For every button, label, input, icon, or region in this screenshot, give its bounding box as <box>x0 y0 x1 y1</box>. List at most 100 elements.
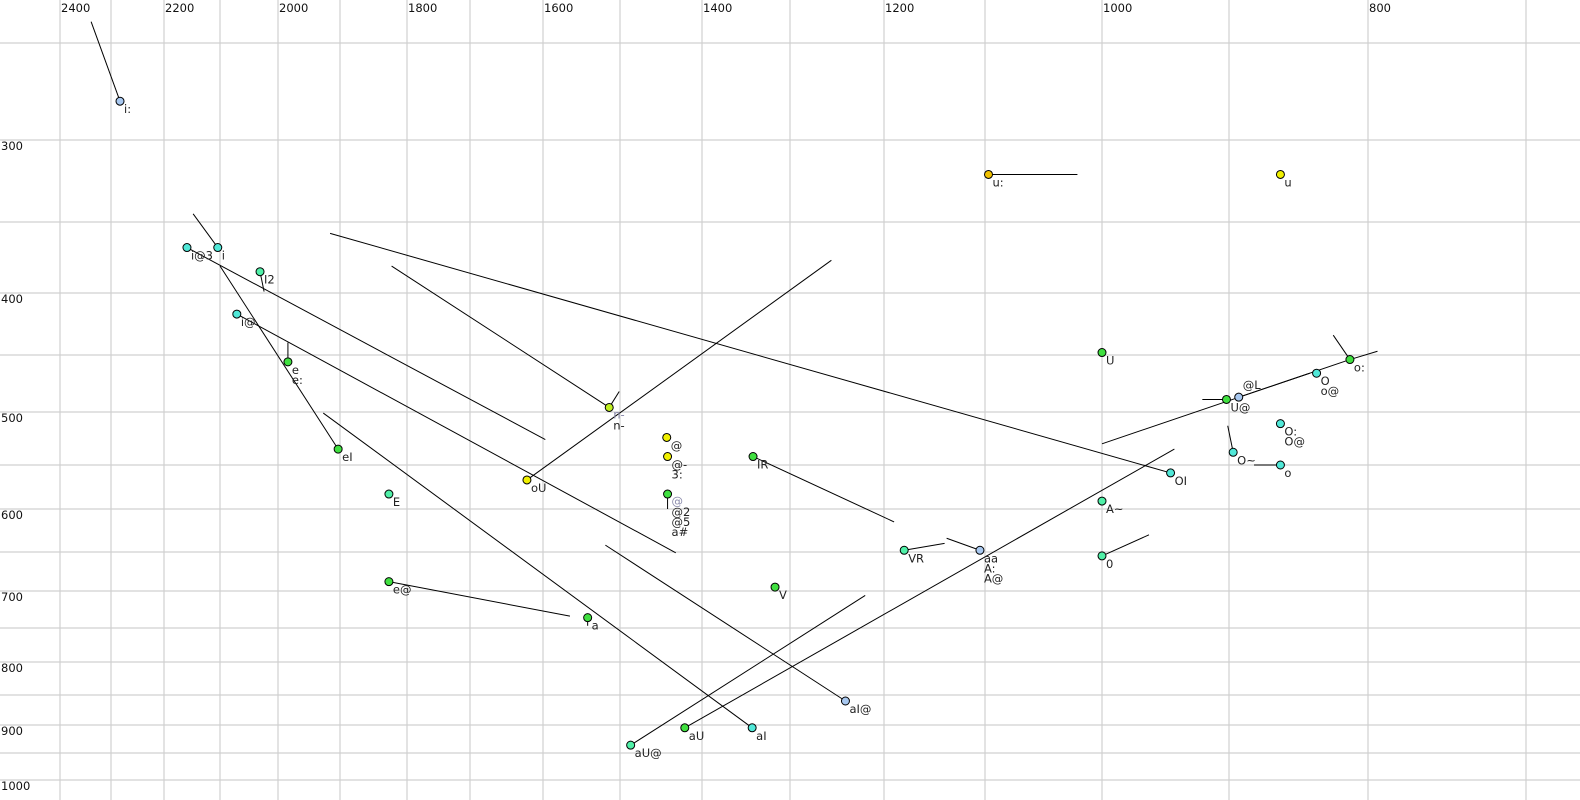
x-tick-label: 1800 <box>408 1 437 15</box>
y-tick-label: 800 <box>1 661 23 675</box>
y-tick-label: 700 <box>1 590 23 604</box>
vowel-label: U@ <box>1230 400 1250 414</box>
vowel-trajectory <box>219 265 339 450</box>
vowel-trajectory <box>192 213 219 248</box>
vowel-trajectory <box>1101 534 1150 557</box>
vowel-point <box>182 243 192 253</box>
vowel-label: @L <box>1243 378 1262 392</box>
vowel-label-group: @L <box>1243 378 1262 392</box>
vowel-label-group: aU@ <box>635 746 662 760</box>
vowel-label: E <box>393 495 400 509</box>
vowel-label-group: @-3: <box>672 458 688 482</box>
vowel-point <box>1228 447 1238 457</box>
vowel-label: n- <box>613 418 624 432</box>
vowel-point <box>680 723 690 733</box>
vowel-trajectory <box>605 544 846 702</box>
vowel-point <box>384 577 394 587</box>
vowel-label: 3: <box>672 468 683 482</box>
vowel-label-group: @@2@5a# <box>672 494 691 539</box>
vowel-label: o: <box>1354 361 1365 375</box>
vowel-trajectory <box>90 21 121 102</box>
vowel-label-group: n-n- <box>613 407 624 432</box>
vowel-point <box>522 475 532 485</box>
vowel-label: u <box>1284 175 1291 189</box>
vowel-label-group: i: <box>124 102 131 116</box>
x-tick-label: 2000 <box>279 1 308 15</box>
vowel-label-group: ee: <box>292 363 303 387</box>
vowel-point <box>899 545 909 555</box>
vowel-label-group: aI <box>756 729 766 743</box>
vowel-labels: i:i@3 iI2i@ee:eIEe@aaIoUn-n-@@-3:@@2@5a#I… <box>124 102 1365 760</box>
vowel-trajectory <box>388 581 571 617</box>
vowel-points <box>115 96 1355 750</box>
y-tick-label: 500 <box>1 411 23 425</box>
vowel-label: O@ <box>1284 435 1305 449</box>
x-tick-label: 1600 <box>544 1 573 15</box>
vowel-point <box>583 613 593 623</box>
vowel-label: A~ <box>1106 502 1124 516</box>
vowel-trajectory <box>946 537 981 551</box>
vowel-trajectory <box>329 232 1171 474</box>
vowel-label-group: U <box>1106 354 1114 368</box>
vowel-point <box>1275 460 1285 470</box>
vowel-label: IR <box>757 458 768 472</box>
vowel-label: e: <box>292 373 303 387</box>
vowel-label-group: i@3 <box>191 249 213 263</box>
vowel-point <box>748 452 758 462</box>
vowel-label-group: OI <box>1175 474 1187 488</box>
vowel-point <box>604 402 614 412</box>
vowel-point <box>770 582 780 592</box>
vowel-trajectory <box>322 412 753 729</box>
vowel-label: @2 <box>672 505 691 519</box>
vowel-label: A: <box>984 561 996 575</box>
vowel-label: O <box>1321 374 1330 388</box>
x-tick-label: 2400 <box>61 1 90 15</box>
vowel-point <box>663 489 673 499</box>
vowel-label: oU <box>531 481 546 495</box>
vowel-label: i@ <box>241 315 256 329</box>
vowel-label: V <box>779 588 787 602</box>
vowel-point <box>1097 348 1107 358</box>
vowel-point <box>213 243 223 253</box>
vowel-label-group: aI@ <box>849 702 871 716</box>
vowel-label-group: a <box>592 619 599 633</box>
vowel-label: aU@ <box>635 746 662 760</box>
vowel-label: aI <box>756 729 766 743</box>
vowel-label: O~ <box>1237 453 1256 467</box>
vowel-label: a <box>592 619 599 633</box>
vowel-point <box>662 432 672 442</box>
vowel-point <box>1097 496 1107 506</box>
vowel-label: aa <box>984 551 998 565</box>
vowel-label-group: i <box>222 249 225 263</box>
y-tick-label: 300 <box>1 139 23 153</box>
vowel-label: @ <box>671 438 683 452</box>
y-tick-label: 600 <box>1 508 23 522</box>
vowel-label-group: Oo@ <box>1321 374 1340 398</box>
vowel-label: e@ <box>393 583 412 597</box>
vowel-label: a# <box>672 525 689 539</box>
trajectories <box>90 21 1378 746</box>
vowel-point <box>1166 468 1176 478</box>
vowel-label-group: VR <box>908 551 924 565</box>
vowel-point <box>984 169 994 179</box>
vowel-label: 0 <box>1106 557 1113 571</box>
vowel-label-group: oU <box>531 481 546 495</box>
vowel-label: i@3 <box>191 249 213 263</box>
vowel-point <box>1312 368 1322 378</box>
vowel-point <box>663 452 673 462</box>
vowel-label-group: aaA:A@ <box>984 551 1003 585</box>
vowel-point <box>115 96 125 106</box>
vowel-label: @- <box>672 458 688 472</box>
vowel-point <box>1221 394 1231 404</box>
vowel-label-ghost: @ <box>672 494 684 508</box>
vowel-label-group: eI <box>342 450 352 464</box>
vowel-label-group: 0 <box>1106 557 1113 571</box>
y-tick-label: 1000 <box>1 779 30 793</box>
vowel-label: U <box>1106 354 1114 368</box>
vowel-label-group: o <box>1284 466 1291 480</box>
vowel-point <box>283 357 293 367</box>
vowel-label-group: u <box>1284 175 1291 189</box>
vowel-point <box>747 723 757 733</box>
